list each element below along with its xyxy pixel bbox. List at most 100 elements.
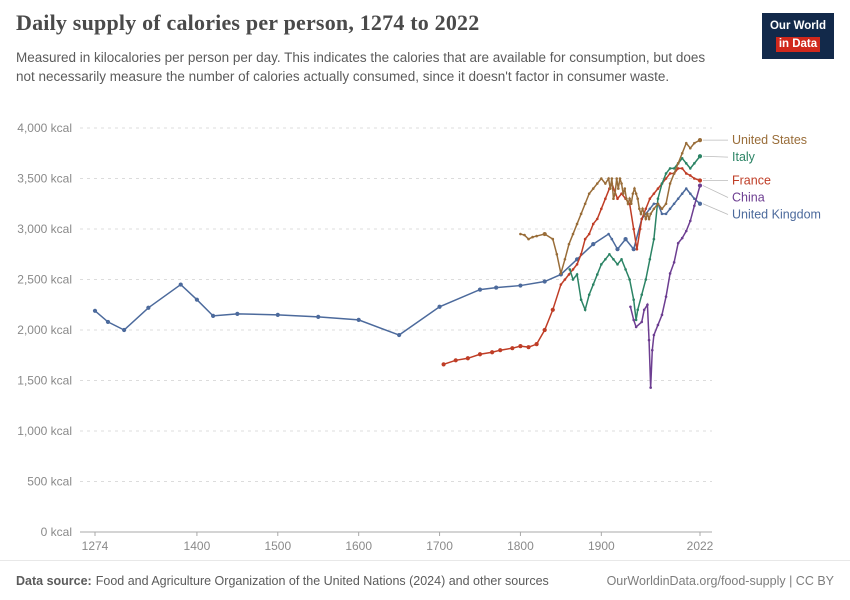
data-point [693,197,696,200]
data-point [612,258,615,261]
data-point [621,192,625,195]
legend-connector [702,203,729,215]
data-point [591,283,595,286]
data-point [632,318,635,322]
data-point [664,295,668,298]
data-point [631,192,635,195]
data-point [656,187,660,190]
data-point [610,177,614,180]
data-point [652,202,656,206]
data-point [668,172,672,175]
y-tick-label: 2,000 kcal [17,323,72,337]
data-point [105,319,111,325]
data-point [494,285,499,290]
data-point [604,258,607,261]
data-point [210,313,216,318]
data-point [642,308,646,312]
data-point [634,318,638,322]
data-point [610,237,614,241]
data-point [648,197,652,200]
x-tick-label: 1500 [264,539,291,553]
data-point [693,204,696,208]
data-point [647,217,651,221]
data-point [591,242,596,247]
data-point [672,261,676,264]
data-point [571,232,575,236]
data-point [697,183,703,188]
data-point [664,212,668,216]
data-point [235,311,240,316]
data-point [316,314,321,319]
data-point [178,282,183,287]
data-point [615,177,618,180]
data-point [652,207,656,211]
data-point [575,263,579,266]
x-tick-label: 1900 [588,539,615,553]
y-tick-label: 1,000 kcal [17,424,72,438]
data-point [583,202,587,206]
data-point [672,167,676,170]
owid-logo-line1: Our World [769,20,826,32]
data-point [523,233,526,237]
data-point [567,242,571,246]
data-point [635,247,639,251]
data-point [510,346,515,351]
data-point [697,178,703,183]
data-point [646,212,649,216]
data-source-label: Data source: [16,573,92,588]
data-point [194,297,200,302]
data-point [579,298,583,301]
data-point [680,192,684,195]
data-point [688,174,692,177]
data-point [668,207,672,211]
data-point [591,222,595,226]
data-point [660,182,664,185]
data-point [571,268,575,271]
data-point [656,197,660,200]
data-point [583,308,587,312]
data-point [615,247,620,252]
legend-connector [702,185,729,198]
data-point [600,263,603,266]
data-point [639,212,643,216]
data-source: Data source: Food and Agriculture Organiz… [16,574,549,588]
data-point [684,172,688,175]
data-point [648,207,652,211]
data-point [551,237,555,241]
legend-label-united-kingdom: United Kingdom [732,208,821,222]
data-point [676,197,680,200]
data-point [644,217,648,221]
data-point [612,197,615,200]
data-point [535,234,538,238]
data-point [616,263,619,266]
y-tick-label: 3,500 kcal [17,172,72,186]
data-point [697,138,703,143]
chart-footer: Data source: Food and Agriculture Organiz… [0,560,850,600]
data-point [595,273,599,276]
data-point [607,232,610,236]
data-point [638,207,641,211]
data-point [638,227,642,231]
credit-link[interactable]: OurWorldinData.org/food-supply | CC BY [606,573,834,588]
data-point [652,192,656,195]
data-point [617,187,620,190]
data-point [613,192,617,195]
data-point [642,212,646,216]
data-point [660,313,664,317]
data-point [623,237,628,242]
x-tick-label: 2022 [687,539,714,553]
data-point [636,197,640,200]
data-point [595,182,599,185]
data-point [92,308,98,313]
data-point [676,241,680,245]
x-tick-label: 1700 [426,539,453,553]
y-tick-label: 500 kcal [27,475,72,489]
data-point [587,232,591,236]
page-subtitle: Measured in kilocalories per person per … [16,50,706,85]
legend-label-china: China [732,191,765,205]
data-point [628,278,631,281]
data-point [397,332,402,338]
data-point [608,252,611,256]
data-point [636,308,640,312]
data-point [633,187,636,190]
